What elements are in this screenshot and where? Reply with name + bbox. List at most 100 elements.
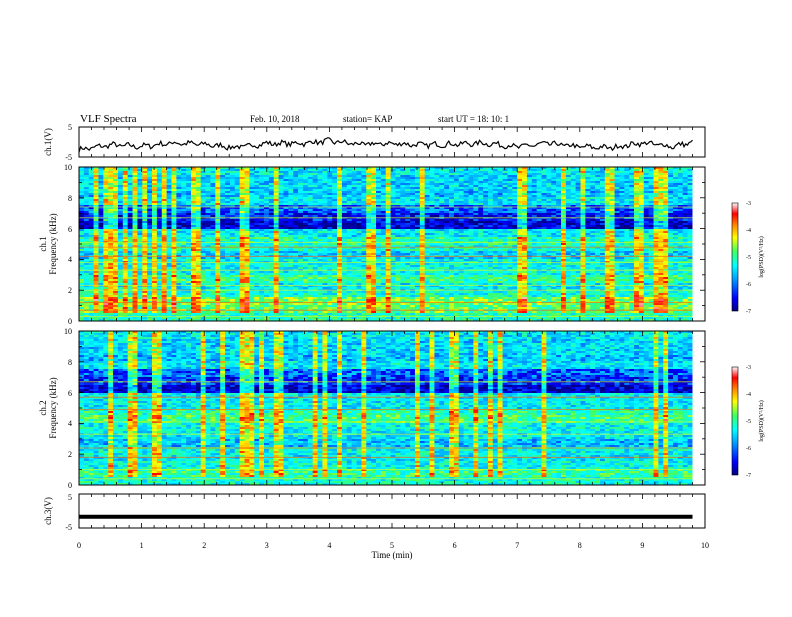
spectrogram-cell: [210, 265, 216, 268]
spectrogram-cell: [190, 295, 197, 298]
spectrogram-cell: [113, 295, 119, 298]
spectrogram-cell: [127, 271, 133, 274]
spectrogram-cell: [239, 203, 245, 206]
spectrogram-cell: [273, 237, 279, 240]
spectrogram-cell: [210, 271, 216, 274]
spectrogram-cell: [361, 239, 367, 242]
spectrogram-cell: [210, 171, 216, 174]
spectrogram-cell: [332, 285, 338, 288]
spectrogram-cell: [142, 295, 148, 298]
spectrogram-cell: [380, 275, 387, 278]
spectrogram-cell: [307, 265, 314, 268]
spectrogram-cell: [332, 271, 338, 274]
spectrogram-cell: [132, 169, 138, 172]
spectrogram-cell: [122, 293, 128, 296]
spectrogram-cell: [356, 279, 362, 282]
spectrogram-cell: [132, 223, 138, 226]
spectrogram-cell: [108, 267, 114, 270]
spectrogram-cell: [79, 189, 85, 192]
spectrogram-cell: [113, 251, 119, 254]
spectrogram-cell: [93, 223, 99, 226]
spectrogram-cell: [83, 213, 90, 216]
spectrogram-cell: [376, 183, 382, 186]
spectrogram-cell: [244, 249, 250, 252]
spectrogram-cell: [244, 257, 250, 260]
spectrogram-cell: [307, 233, 314, 236]
spectrogram-cell: [322, 171, 328, 174]
spectrogram-cell: [161, 267, 167, 270]
spectrogram-cell: [288, 267, 294, 270]
spectrogram-cell: [385, 219, 391, 222]
spectrogram-cell: [317, 249, 323, 252]
spectrogram-cell: [317, 173, 323, 176]
spectrogram-cell: [190, 233, 197, 236]
spectrogram-cell: [156, 303, 163, 306]
spectrogram-cell: [371, 253, 377, 256]
spectrogram-cell: [195, 257, 202, 260]
spectrogram-cell: [132, 229, 138, 232]
spectrogram-cell: [283, 259, 289, 262]
spectrogram-cell: [229, 265, 236, 268]
spectrogram-cell: [113, 231, 119, 234]
spectrogram-cell: [103, 247, 109, 250]
spectrogram-cell: [346, 209, 352, 212]
spectrogram-cell: [244, 263, 250, 266]
spectrogram-cell: [166, 231, 172, 234]
spectrogram-cell: [385, 233, 391, 236]
spectrogram-cell: [176, 223, 182, 226]
spectrogram-cell: [312, 229, 318, 232]
spectrogram-cell: [147, 313, 153, 316]
spectrogram-cell: [229, 229, 236, 232]
spectrogram-cell: [103, 193, 109, 196]
spectrogram-cell: [225, 305, 231, 308]
spectrogram-cell: [244, 197, 250, 200]
spectrogram-cell: [113, 205, 119, 208]
spectrogram-cell: [273, 227, 279, 230]
spectrogram-cell: [293, 275, 299, 278]
spectrogram-cell: [113, 245, 119, 248]
spectrogram-cell: [341, 191, 348, 194]
spectrogram-cell: [117, 287, 124, 290]
spectrogram-cell: [98, 293, 104, 296]
spectrogram-cell: [346, 271, 352, 274]
spectrogram-cell: [244, 225, 250, 228]
spectrogram-cell: [356, 171, 362, 174]
spectrogram-cell: [200, 191, 206, 194]
spectrogram-cell: [166, 277, 172, 280]
spectrogram-cell: [317, 293, 323, 296]
spectrogram-cell: [327, 307, 333, 310]
spectrogram-cell: [371, 227, 377, 230]
spectrogram-cell: [142, 193, 148, 196]
spectrogram-cell: [317, 311, 323, 314]
spectrogram-cell: [327, 293, 333, 296]
spectrogram-cell: [390, 215, 396, 218]
spectrogram-cell: [244, 273, 250, 276]
spectrogram-cell: [122, 271, 128, 274]
spectrogram-cell: [239, 265, 245, 268]
spectrogram-cell: [234, 271, 240, 274]
spectrogram-cell: [327, 303, 333, 306]
spectrogram-cell: [283, 253, 289, 256]
spectrogram-cell: [361, 221, 367, 224]
spectrogram-cell: [171, 177, 177, 180]
spectrogram-cell: [88, 305, 94, 308]
spectrogram-cell: [117, 291, 124, 294]
spectrogram-cell: [156, 277, 163, 280]
spectrogram-cell: [346, 177, 352, 180]
spectrogram-cell: [351, 201, 357, 204]
spectrogram-cell: [356, 293, 362, 296]
spectrogram-cell: [215, 227, 221, 230]
spectrogram-cell: [366, 171, 372, 174]
spectrogram-cell: [356, 225, 362, 228]
spectrogram-cell: [288, 307, 294, 310]
spectrogram-cell: [337, 319, 343, 321]
spectrogram-cell: [390, 181, 396, 184]
spectrogram-cell: [244, 317, 250, 320]
spectrogram-cell: [186, 187, 192, 190]
spectrogram-cell: [244, 209, 250, 212]
spectrogram-cell: [273, 183, 279, 186]
spectrogram-cell: [152, 291, 158, 294]
spectrogram-cell: [200, 185, 206, 188]
spectrogram-cell: [341, 199, 348, 202]
spectrogram-cell: [186, 219, 192, 222]
